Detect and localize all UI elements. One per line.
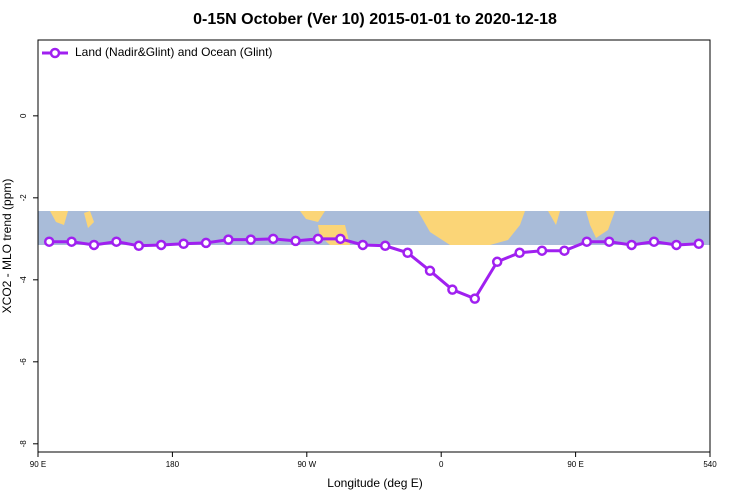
data-point — [626, 239, 637, 251]
data-point — [469, 293, 481, 304]
y-tick-label: -4 — [19, 276, 28, 284]
data-point — [111, 236, 122, 247]
data-point — [200, 237, 212, 249]
data-point — [178, 238, 189, 249]
data-point — [88, 239, 100, 251]
y-axis-label: XCO2 - MLO trend (ppm) — [0, 179, 14, 314]
data-point — [133, 240, 145, 252]
data-point — [648, 236, 660, 247]
data-point — [559, 245, 570, 256]
data-point — [312, 233, 324, 245]
y-tick-label: -2 — [19, 194, 28, 202]
data-point — [155, 239, 167, 251]
data-point — [693, 238, 705, 249]
chart-title: 0-15N October (Ver 10) 2015-01-01 to 202… — [193, 11, 557, 28]
x-tick-label: 90 E — [30, 460, 46, 469]
data-point — [357, 239, 369, 251]
data-point — [43, 236, 55, 247]
data-point — [245, 234, 257, 245]
data-point — [335, 233, 346, 245]
x-axis-label: Longitude (deg E) — [327, 476, 422, 490]
x-tick-label: 90 W — [297, 460, 316, 469]
data-point — [379, 240, 391, 252]
data-point — [671, 239, 682, 251]
data-point — [290, 235, 301, 247]
y-tick-label: -8 — [19, 440, 28, 448]
x-tick-label: 0 — [439, 460, 444, 469]
legend-label: Land (Nadir&Glint) and Ocean (Glint) — [75, 45, 272, 59]
data-point — [514, 247, 525, 259]
x-tick-label: 90 E — [567, 460, 583, 469]
data-point — [536, 245, 548, 256]
series-line — [49, 237, 699, 301]
y-tick-label: -6 — [19, 358, 28, 366]
data-point — [491, 256, 503, 268]
data-point — [402, 247, 413, 259]
x-tick-label: 180 — [166, 460, 180, 469]
data-point — [424, 265, 436, 277]
data-point — [267, 233, 279, 245]
y-tick-label: 0 — [19, 113, 28, 118]
x-tick-label: 540 — [703, 460, 717, 469]
data-point — [223, 234, 234, 245]
legend-marker — [49, 47, 61, 59]
data-point — [66, 236, 77, 247]
plot-frame — [37, 39, 711, 453]
data-point — [447, 284, 458, 295]
data-point — [581, 236, 593, 247]
data-point — [603, 236, 615, 247]
